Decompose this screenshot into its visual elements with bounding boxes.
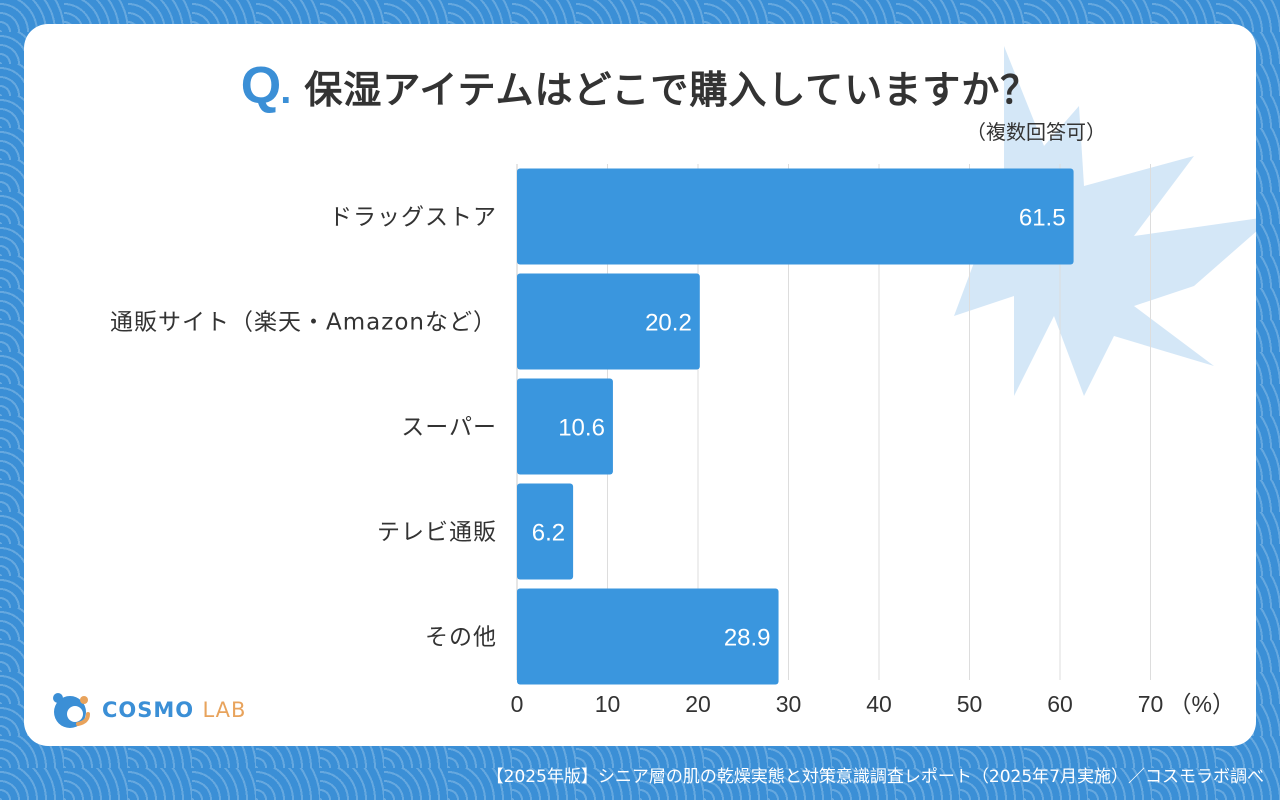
bar-chart: ドラッグストア 61.5 通販サイト（楽天・Amazonなど） 20.2 スーパー 10.… [110,164,1235,717]
maple-leaf-decoration [914,46,1256,396]
x-unit-label: （%） [1169,691,1235,717]
question-title: 保湿アイテムはどこで購入していますか？ [304,67,1040,112]
footer-source: 【2025年版】シニア層の肌の乾燥実態と対策意識調査レポート（2025年7月実施… [486,766,1264,787]
x-tick-label: 40 [866,691,892,717]
value-label: 10.6 [558,415,605,442]
x-tick-label: 60 [1047,691,1073,717]
x-tick-label: 50 [957,691,983,717]
x-tick-label: 20 [685,691,711,717]
multiple-answer-note: （複数回答可） [966,120,1106,144]
bar [517,378,613,475]
value-label: 61.5 [1019,205,1066,232]
question-mark-label: Q. [240,57,292,115]
category-label: 通販サイト（楽天・Amazonなど） [110,310,497,336]
x-tick-label: 70 [1138,691,1164,717]
content-card: Q. 保湿アイテムはどこで購入していますか？ （複数回答可） ドラッグストア 61… [24,24,1256,746]
x-tick-label: 0 [511,691,524,717]
bar [517,273,700,370]
cosmo-lab-logo-icon [53,693,90,728]
value-label: 20.2 [645,310,692,337]
bar [517,483,574,580]
category-label: ドラッグストア [329,205,497,231]
bar [517,588,779,685]
bar [517,168,1074,265]
x-tick-label: 30 [776,691,802,717]
question-header: Q. 保湿アイテムはどこで購入していますか？ [24,56,1256,116]
cosmo-lab-logo: COSMO LAB [48,688,246,732]
x-tick-label: 10 [595,691,621,717]
category-label: テレビ通販 [377,520,497,546]
category-label: その他 [425,625,497,651]
value-label: 28.9 [724,625,771,652]
category-label: スーパー [401,415,497,441]
value-label: 6.2 [532,520,565,547]
logo-text: COSMO LAB [102,698,247,722]
